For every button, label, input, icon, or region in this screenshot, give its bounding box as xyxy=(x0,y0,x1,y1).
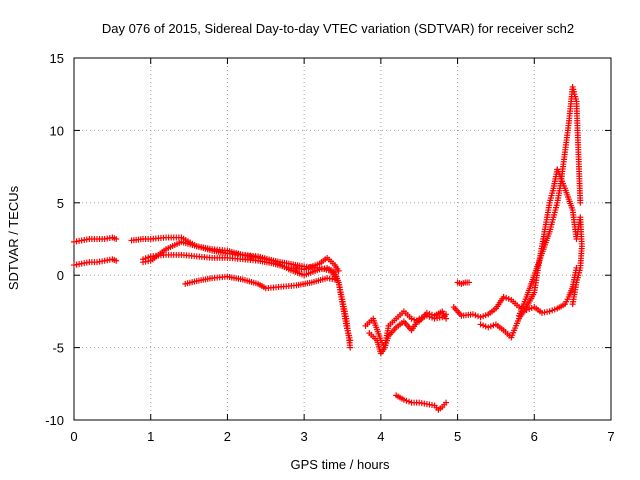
x-tick-label: 5 xyxy=(454,429,461,444)
x-tick-label: 6 xyxy=(531,429,538,444)
data-point xyxy=(347,344,354,351)
y-tick-label: 15 xyxy=(50,51,64,66)
grid xyxy=(74,58,611,420)
series-track-b-lower xyxy=(140,238,354,344)
series-track-a-lower xyxy=(71,256,120,269)
data-point xyxy=(335,267,342,274)
series-track-g-drop xyxy=(554,166,585,308)
data-point xyxy=(113,236,120,242)
series-track-a-upper xyxy=(71,234,120,245)
x-tick-label: 3 xyxy=(301,429,308,444)
x-axis-label: GPS time / hours xyxy=(291,457,390,472)
tick-labels: 0 1 2 3 4 5 6 7 -10 -5 0 5 10 15 xyxy=(45,51,614,444)
y-tick-label: 5 xyxy=(57,196,64,211)
data-point xyxy=(443,311,450,318)
data-point xyxy=(443,399,450,406)
data-point xyxy=(466,279,473,286)
x-tick-label: 7 xyxy=(607,429,614,444)
axis-ticks xyxy=(73,57,612,421)
series-track-f-short xyxy=(454,279,473,287)
y-tick-label: 0 xyxy=(57,268,64,283)
chart-title: Day 076 of 2015, Sidereal Day-to-day VTE… xyxy=(102,21,574,36)
series-track-e-low xyxy=(393,392,450,413)
series-track-g-upper xyxy=(450,264,580,321)
data-points xyxy=(71,83,585,413)
x-tick-label: 4 xyxy=(377,429,384,444)
data-point xyxy=(569,301,576,308)
x-tick-label: 0 xyxy=(70,429,77,444)
y-axis-label: SDTVAR / TECUs xyxy=(6,185,21,290)
x-tick-label: 1 xyxy=(147,429,154,444)
y-tick-label: 10 xyxy=(50,123,64,138)
series-track-d-lower xyxy=(366,311,450,357)
series-track-c-low xyxy=(182,273,338,292)
y-tick-label: -10 xyxy=(45,413,64,428)
x-tick-label: 2 xyxy=(224,429,231,444)
data-point xyxy=(347,337,354,344)
series-track-g-climb xyxy=(515,83,584,319)
data-point xyxy=(577,199,584,206)
data-point xyxy=(331,276,338,283)
data-point xyxy=(113,257,120,264)
y-tick-label: -5 xyxy=(52,341,64,356)
